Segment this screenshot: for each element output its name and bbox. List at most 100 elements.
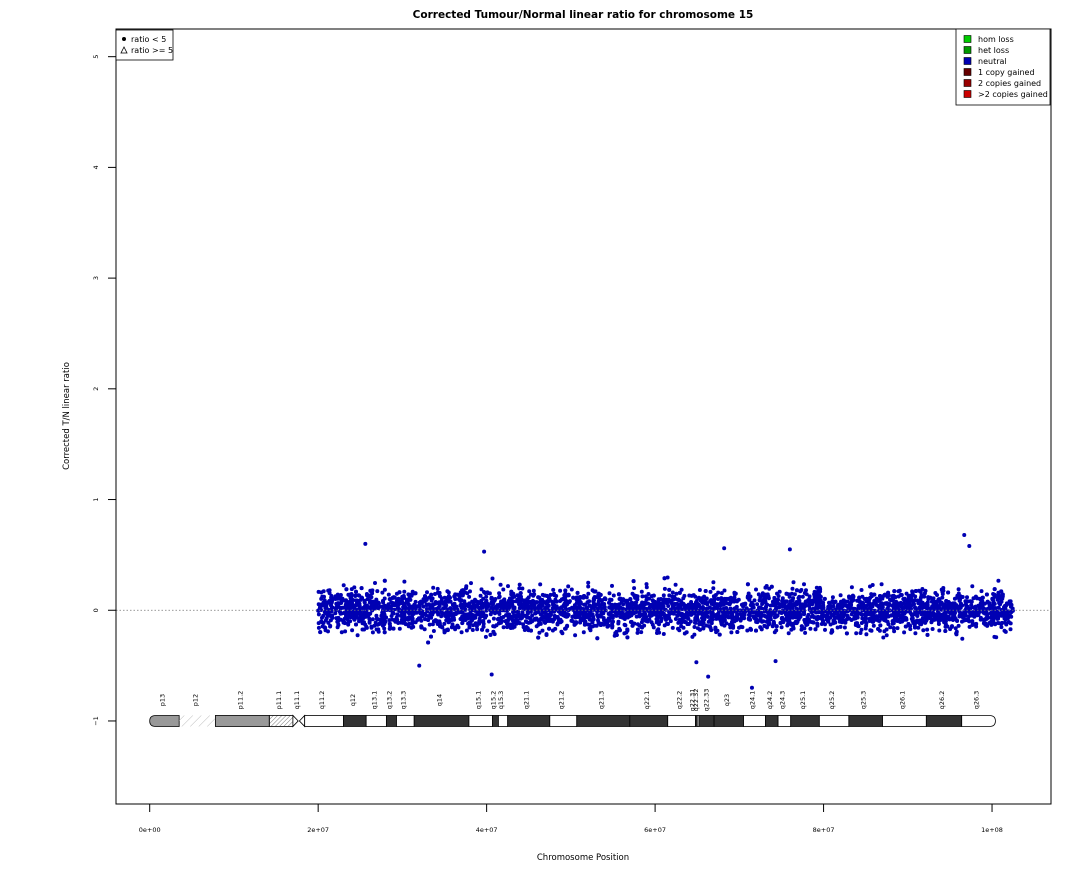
data-point xyxy=(707,605,712,610)
data-point xyxy=(800,594,805,599)
data-point xyxy=(783,599,788,604)
data-point xyxy=(565,612,570,617)
data-point xyxy=(947,601,952,606)
data-point xyxy=(768,617,773,622)
data-point xyxy=(397,599,402,604)
data-point xyxy=(316,625,321,630)
data-point xyxy=(324,610,329,615)
data-point xyxy=(830,595,835,600)
data-point xyxy=(423,617,428,622)
data-point xyxy=(958,601,963,606)
data-point xyxy=(680,612,685,617)
ideogram-band xyxy=(961,715,996,727)
data-point xyxy=(791,580,796,585)
data-point xyxy=(628,604,633,609)
data-point xyxy=(327,599,332,603)
data-point xyxy=(747,597,752,602)
data-point xyxy=(740,625,745,630)
data-point xyxy=(363,603,368,608)
data-point xyxy=(528,620,533,625)
data-point xyxy=(940,592,945,596)
point-legend-box xyxy=(115,29,174,61)
ideogram-band xyxy=(149,715,180,727)
data-point xyxy=(878,597,882,602)
data-point xyxy=(371,606,376,611)
data-point xyxy=(389,614,394,618)
data-point xyxy=(367,619,372,624)
band-label: q25.3 xyxy=(860,691,868,710)
data-point xyxy=(358,612,363,616)
data-point xyxy=(751,615,756,620)
data-point xyxy=(496,616,501,621)
data-point xyxy=(711,586,716,591)
data-point xyxy=(839,620,844,625)
data-point xyxy=(1002,628,1007,633)
data-point xyxy=(531,588,536,593)
data-point xyxy=(518,597,523,602)
data-point xyxy=(327,588,332,593)
data-point xyxy=(808,626,813,631)
data-point xyxy=(843,603,848,608)
x-axis-label: Chromosome Position xyxy=(537,853,629,863)
data-point xyxy=(581,630,586,635)
data-point xyxy=(880,612,885,617)
data-point xyxy=(772,596,777,600)
data-point xyxy=(362,611,367,616)
data-point xyxy=(336,615,341,620)
data-point xyxy=(531,607,536,612)
outlier-point xyxy=(722,546,727,551)
data-point xyxy=(967,619,972,624)
y-tick-label: 0 xyxy=(92,608,100,612)
data-point xyxy=(341,583,346,588)
data-point xyxy=(680,617,685,622)
data-point xyxy=(350,628,355,633)
data-point xyxy=(481,596,486,601)
data-point xyxy=(555,615,560,619)
data-point xyxy=(551,587,556,592)
data-point xyxy=(449,625,454,630)
data-point xyxy=(747,612,752,617)
data-point xyxy=(345,613,350,618)
data-point xyxy=(341,620,346,625)
data-point xyxy=(598,592,603,597)
data-point xyxy=(628,597,633,602)
data-point xyxy=(552,617,556,622)
data-point xyxy=(728,606,733,611)
data-point xyxy=(537,630,542,635)
data-point xyxy=(859,627,864,632)
data-point xyxy=(424,602,429,607)
data-point xyxy=(985,599,990,604)
data-point xyxy=(905,599,910,603)
data-point xyxy=(491,616,496,621)
data-point xyxy=(902,611,907,616)
data-point xyxy=(476,601,481,606)
data-point xyxy=(837,608,842,613)
data-point xyxy=(708,589,713,594)
data-point xyxy=(406,624,411,629)
outlier-point xyxy=(749,685,754,690)
data-point xyxy=(759,627,764,632)
data-point xyxy=(608,597,612,602)
data-point xyxy=(930,604,935,609)
data-point xyxy=(354,589,358,594)
data-point xyxy=(703,589,708,593)
data-point xyxy=(892,589,897,594)
data-point xyxy=(582,615,587,620)
data-point xyxy=(829,604,834,609)
data-point xyxy=(935,608,940,613)
data-point xyxy=(442,621,447,626)
data-point xyxy=(888,598,893,603)
data-point xyxy=(917,601,922,606)
data-point xyxy=(868,628,873,633)
y-axis-label: Corrected T/N linear ratio xyxy=(62,362,72,470)
data-point xyxy=(569,587,574,592)
x-tick-label: 8e+07 xyxy=(813,826,835,834)
data-point xyxy=(365,593,369,598)
data-point xyxy=(950,612,955,617)
data-point xyxy=(746,617,751,622)
data-point xyxy=(517,621,522,626)
data-point xyxy=(828,622,833,627)
data-point xyxy=(525,597,530,602)
data-point xyxy=(488,632,493,637)
data-point xyxy=(920,616,925,621)
